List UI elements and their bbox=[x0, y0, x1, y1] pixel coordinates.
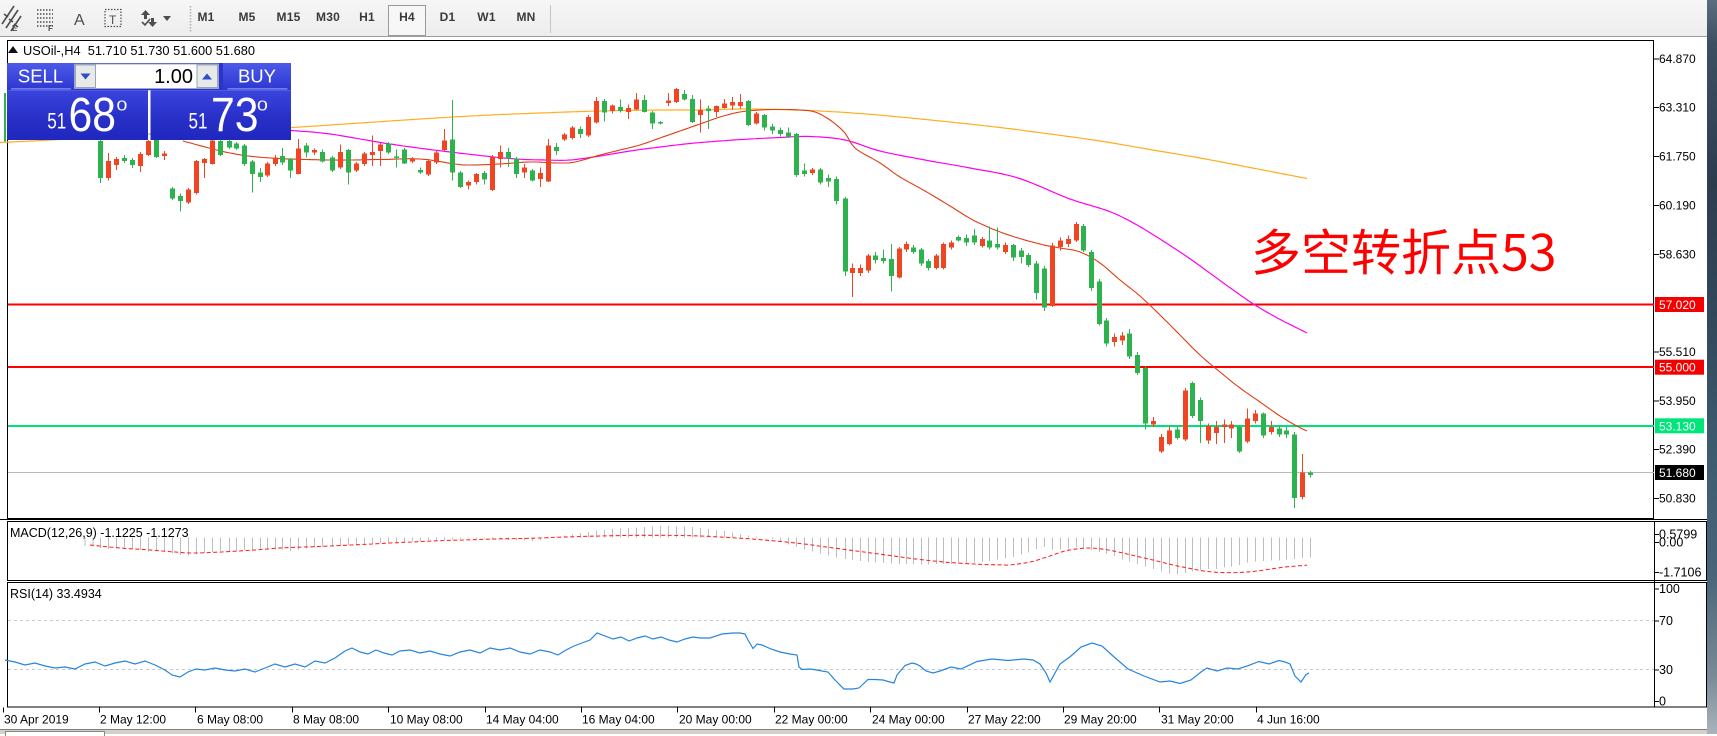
svg-text:52.390: 52.390 bbox=[1659, 443, 1696, 457]
svg-text:53.950: 53.950 bbox=[1659, 394, 1696, 408]
svg-text:68: 68 bbox=[68, 87, 116, 139]
svg-text:61.750: 61.750 bbox=[1659, 150, 1696, 164]
svg-text:70: 70 bbox=[1659, 614, 1673, 628]
svg-text:73: 73 bbox=[211, 87, 259, 139]
svg-text:29 May 20:00: 29 May 20:00 bbox=[1064, 713, 1137, 727]
svg-text:A: A bbox=[74, 12, 85, 29]
svg-text:51: 51 bbox=[188, 109, 207, 134]
svg-text:1.00: 1.00 bbox=[154, 66, 193, 88]
svg-text:BUY: BUY bbox=[237, 65, 275, 86]
svg-text:30: 30 bbox=[1659, 663, 1673, 677]
svg-text:0.00: 0.00 bbox=[1659, 536, 1683, 550]
svg-text:SELL: SELL bbox=[17, 65, 62, 86]
svg-text:60.190: 60.190 bbox=[1659, 198, 1696, 212]
svg-text:0: 0 bbox=[116, 96, 127, 113]
svg-text:USOil-,H4 51.710 51.730 51.60: USOil-,H4 51.710 51.730 51.600 51.680 bbox=[23, 43, 255, 58]
svg-text:57.020: 57.020 bbox=[1659, 298, 1696, 312]
svg-text:30 Apr 2019: 30 Apr 2019 bbox=[4, 713, 69, 727]
svg-text:51.680: 51.680 bbox=[1659, 466, 1696, 480]
svg-text:14 May 04:00: 14 May 04:00 bbox=[486, 713, 559, 727]
svg-text:55.000: 55.000 bbox=[1659, 361, 1696, 375]
svg-text:RSI(14) 33.4934: RSI(14) 33.4934 bbox=[10, 587, 102, 601]
svg-text:T: T bbox=[109, 13, 117, 27]
svg-text:8 May 08:00: 8 May 08:00 bbox=[293, 713, 359, 727]
svg-text:64.870: 64.870 bbox=[1659, 52, 1696, 66]
svg-text:24 May 00:00: 24 May 00:00 bbox=[872, 713, 945, 727]
svg-text:22 May 00:00: 22 May 00:00 bbox=[775, 713, 848, 727]
svg-text:4 Jun 16:00: 4 Jun 16:00 bbox=[1257, 713, 1320, 727]
svg-text:53.130: 53.130 bbox=[1659, 419, 1696, 433]
svg-text:E: E bbox=[12, 24, 18, 33]
svg-text:50.830: 50.830 bbox=[1659, 492, 1696, 506]
svg-text:2 May 12:00: 2 May 12:00 bbox=[100, 713, 166, 727]
svg-text:MACD(12,26,9) -1.1225 -1.1273: MACD(12,26,9) -1.1225 -1.1273 bbox=[10, 526, 189, 540]
svg-text:100: 100 bbox=[1659, 582, 1680, 596]
svg-text:16 May 04:00: 16 May 04:00 bbox=[582, 713, 655, 727]
svg-text:51: 51 bbox=[47, 109, 66, 134]
svg-text:F: F bbox=[48, 24, 53, 33]
svg-text:27 May 22:00: 27 May 22:00 bbox=[968, 713, 1041, 727]
svg-text:63.310: 63.310 bbox=[1659, 101, 1696, 115]
svg-text:6 May 08:00: 6 May 08:00 bbox=[197, 713, 263, 727]
svg-text:58.630: 58.630 bbox=[1659, 247, 1696, 261]
svg-text:10 May 08:00: 10 May 08:00 bbox=[390, 713, 463, 727]
svg-text:31 May 20:00: 31 May 20:00 bbox=[1161, 713, 1234, 727]
svg-text:0: 0 bbox=[1659, 695, 1666, 709]
svg-text:-1.7106: -1.7106 bbox=[1659, 566, 1701, 580]
svg-text:20 May 00:00: 20 May 00:00 bbox=[679, 713, 752, 727]
svg-text:0: 0 bbox=[257, 96, 268, 113]
svg-text:0.5799: 0.5799 bbox=[1659, 528, 1697, 542]
svg-text:55.510: 55.510 bbox=[1659, 345, 1696, 359]
